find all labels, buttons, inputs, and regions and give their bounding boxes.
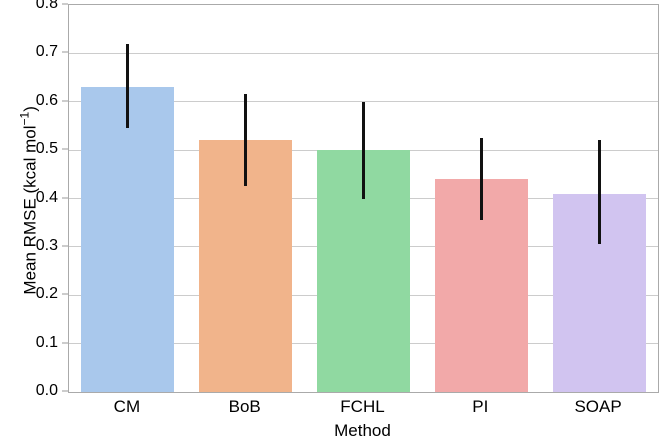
y-tick-label-0.0: 0.0 [35, 382, 58, 399]
errorbar-soap [597, 140, 601, 245]
x-tick-label-fchl: FCHL [340, 397, 385, 416]
x-tick-label-bob: BoB [228, 397, 261, 416]
errorbar-pi [479, 138, 483, 221]
y-tick-label-0.6: 0.6 [35, 91, 58, 109]
y-tick-label-0.5: 0.5 [35, 140, 58, 158]
y-tick-mark-0.4 [62, 196, 68, 199]
errorbar-bob [244, 94, 248, 187]
y-tick-mark-0.7 [62, 51, 68, 54]
y-tick-label-0.2: 0.2 [35, 285, 58, 303]
y-tick-label-0.8: 0.8 [35, 0, 58, 12]
y-tick-mark-0.5 [62, 148, 68, 151]
y-tick-label-0.4: 0.4 [35, 188, 58, 206]
y-tick-mark-0.6 [62, 99, 68, 102]
y-tick-mark-0.1 [62, 341, 68, 344]
y-tick-mark-0.3 [62, 244, 68, 247]
y-tick-mark-0.2 [62, 293, 68, 296]
y-tick-label-0.7: 0.7 [35, 43, 58, 61]
x-tick-label-soap: SOAP [574, 397, 622, 416]
y-tick-label-0.1: 0.1 [35, 333, 58, 351]
plot-area [68, 4, 659, 393]
gridline-y-0.7 [69, 52, 658, 54]
y-tick-label-0.3: 0.3 [35, 236, 58, 254]
errorbar-cm [126, 43, 130, 129]
y-tick-mark-0.8 [62, 3, 68, 5]
x-axis-label: Method [334, 421, 391, 440]
bar-cm [81, 87, 175, 392]
x-tick-label-pi: PI [472, 397, 489, 416]
errorbar-fchl [362, 101, 365, 199]
y-tick-mark-0.0 [62, 390, 68, 392]
x-tick-label-cm: CM [113, 397, 141, 416]
y-axis-label-superscript: −1 [17, 111, 32, 126]
